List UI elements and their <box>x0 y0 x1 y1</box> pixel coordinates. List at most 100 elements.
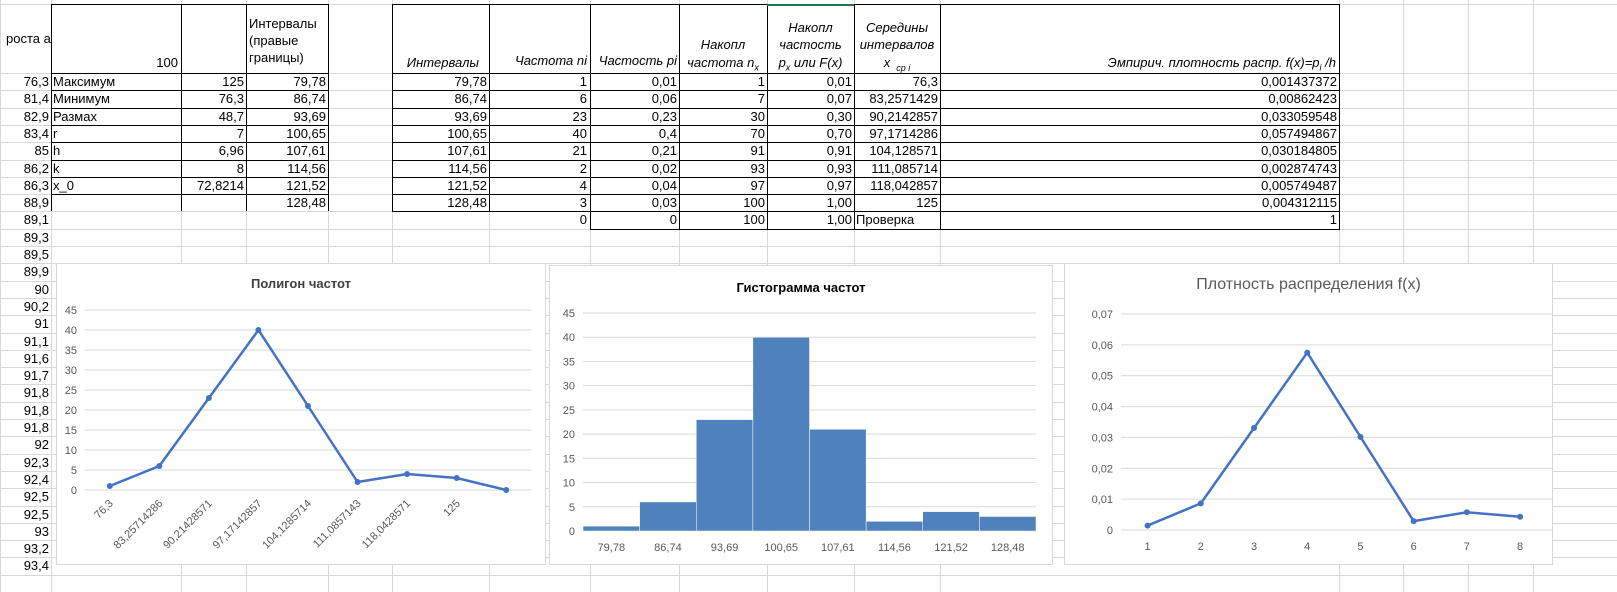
histogram-bar[interactable] <box>979 516 1037 532</box>
cell-value[interactable]: 92 <box>34 437 49 452</box>
cell-dens[interactable]: 0,002874743 <box>1261 161 1337 176</box>
cell-cum[interactable]: 1 <box>757 74 765 89</box>
interval-value[interactable]: 86,74 <box>293 91 326 106</box>
cell-dens[interactable]: 0,030184805 <box>1261 143 1337 158</box>
cell-freq[interactable]: 21 <box>572 143 587 158</box>
cell-interval[interactable]: 93,69 <box>454 109 487 124</box>
cell-cumrel[interactable]: 0,93 <box>826 161 852 176</box>
cell-value[interactable]: 85 <box>34 143 49 158</box>
stat-value[interactable]: 7 <box>236 126 244 141</box>
cell-freq[interactable]: 2 <box>579 161 587 176</box>
cell-value[interactable]: 89,9 <box>23 264 49 279</box>
data-point[interactable] <box>354 479 361 485</box>
cell-rel[interactable]: 0,01 <box>651 74 677 89</box>
cell-value[interactable]: 86,3 <box>23 178 49 193</box>
stat-value[interactable]: 8 <box>236 161 244 176</box>
cell-rel[interactable]: 0,4 <box>658 126 677 141</box>
cell-cum[interactable]: 7 <box>757 91 765 106</box>
intervals-header[interactable]: границы) <box>249 50 304 65</box>
cell-value[interactable]: 90,2 <box>23 299 49 314</box>
cell-cum[interactable]: 93 <box>750 161 765 176</box>
cell-interval[interactable]: 121,52 <box>447 178 487 193</box>
cell-value[interactable]: 92,4 <box>23 472 49 487</box>
cell-rel[interactable]: 0,03 <box>651 195 677 210</box>
cell-value[interactable]: 82,9 <box>23 109 49 124</box>
cell-value[interactable]: 90 <box>34 282 49 297</box>
cell-value[interactable]: 91,8 <box>23 403 49 418</box>
cell-value[interactable]: 93 <box>34 524 49 539</box>
cell-cum[interactable]: 100 <box>743 195 765 210</box>
interval-value[interactable]: 93,69 <box>293 109 326 124</box>
column-header[interactable]: роста а <box>6 31 51 46</box>
cell-freq[interactable]: 1 <box>579 74 587 89</box>
cell-value[interactable]: 93,4 <box>23 558 49 573</box>
histogram-bar[interactable] <box>922 511 980 532</box>
cell-rel[interactable]: 0,06 <box>651 91 677 106</box>
total-cum[interactable]: 100 <box>743 212 765 227</box>
cell-value[interactable]: 91,8 <box>23 420 49 435</box>
stat-value[interactable]: 6,96 <box>218 143 244 158</box>
data-point[interactable] <box>156 463 163 469</box>
stat-label[interactable]: h <box>53 143 61 158</box>
intervals-header[interactable]: Интервалы <box>249 16 317 31</box>
cell-rel[interactable]: 0,04 <box>651 178 677 193</box>
data-point[interactable] <box>453 475 460 481</box>
stat-label[interactable]: Размах <box>53 109 97 124</box>
data-point[interactable] <box>1517 513 1524 520</box>
cell-cum[interactable]: 91 <box>750 143 765 158</box>
cell-cumrel[interactable]: 0,01 <box>826 74 852 89</box>
interval-value[interactable]: 128,48 <box>286 195 326 210</box>
cell-dens[interactable]: 0,004312115 <box>1262 195 1337 210</box>
cell-mid[interactable]: 118,042857 <box>870 178 938 193</box>
stat-value[interactable]: 125 <box>222 74 244 89</box>
cell-value[interactable]: 92,5 <box>23 489 49 504</box>
cell-value[interactable]: 91,1 <box>23 334 49 349</box>
interval-value[interactable]: 79,78 <box>293 74 326 89</box>
cell-cumrel[interactable]: 0,30 <box>826 109 852 124</box>
histogram-bar[interactable] <box>696 419 754 532</box>
cell-cum[interactable]: 70 <box>750 126 765 141</box>
histogram-chart[interactable]: Гистограмма частот 0 5 10 15 20 25 30 35 40 45 79,… <box>549 265 1053 565</box>
polygon-chart[interactable]: Полигон частот 0 5 10 15 20 25 30 35 40 45 76,3 83,… <box>56 263 546 565</box>
cell-value[interactable]: 93,2 <box>23 541 49 556</box>
cell-mid[interactable]: 76,3 <box>912 74 938 89</box>
cell-cumrel[interactable]: 0,07 <box>826 91 852 106</box>
cell-value[interactable]: 76,3 <box>23 74 49 89</box>
total-density[interactable]: 1 <box>1329 212 1337 227</box>
cell-value[interactable]: 92,5 <box>23 507 49 522</box>
cell-mid[interactable]: 83,2571429 <box>869 91 938 106</box>
cell-rel[interactable]: 0,23 <box>651 109 677 124</box>
stat-value[interactable]: 76,3 <box>218 91 244 106</box>
total-freq[interactable]: 0 <box>579 212 587 227</box>
data-point[interactable] <box>106 483 113 489</box>
data-point[interactable] <box>1304 349 1311 356</box>
header-intervals[interactable]: Интервалы <box>406 55 479 70</box>
intervals-header[interactable]: (правые <box>249 33 299 48</box>
cell-rel[interactable]: 0,02 <box>651 161 677 176</box>
total-cumrel[interactable]: 1,00 <box>826 212 852 227</box>
cell-interval[interactable]: 114,56 <box>448 161 487 176</box>
cell-value[interactable]: 83,4 <box>23 126 49 141</box>
cell-cumrel[interactable]: 1,00 <box>826 195 852 210</box>
cell-value[interactable]: 88,9 <box>23 195 49 210</box>
header-mid[interactable]: Середины <box>865 20 929 35</box>
cell-cum[interactable]: 30 <box>750 109 765 124</box>
interval-value[interactable]: 121,52 <box>286 178 326 193</box>
interval-value[interactable]: 107,61 <box>286 143 326 158</box>
header-mid-2[interactable]: интервалов <box>859 37 935 52</box>
histogram-bar[interactable] <box>639 501 697 532</box>
cell-freq[interactable]: 4 <box>579 178 587 193</box>
cell-value[interactable]: 86,2 <box>23 161 49 176</box>
header-cum[interactable]: Накопл <box>700 37 746 52</box>
header-cum-2[interactable]: частота nx <box>679 54 767 73</box>
cell-dens[interactable]: 0,00862423 <box>1268 91 1337 106</box>
header-density[interactable]: Эмпирич. плотность распр. f(x)=pi /h <box>940 54 1336 73</box>
stat-value[interactable]: 48,7 <box>218 109 244 124</box>
cell-rel[interactable]: 0,21 <box>651 143 677 158</box>
header-cumrel-2[interactable]: частость <box>779 37 842 52</box>
cell-value[interactable]: 92,3 <box>23 455 49 470</box>
cell-freq[interactable]: 6 <box>579 91 587 106</box>
header-cumrel-3[interactable]: px или F(x) <box>767 54 854 73</box>
cell-mid[interactable]: 90,2142857 <box>869 109 938 124</box>
histogram-bar[interactable] <box>752 336 810 532</box>
